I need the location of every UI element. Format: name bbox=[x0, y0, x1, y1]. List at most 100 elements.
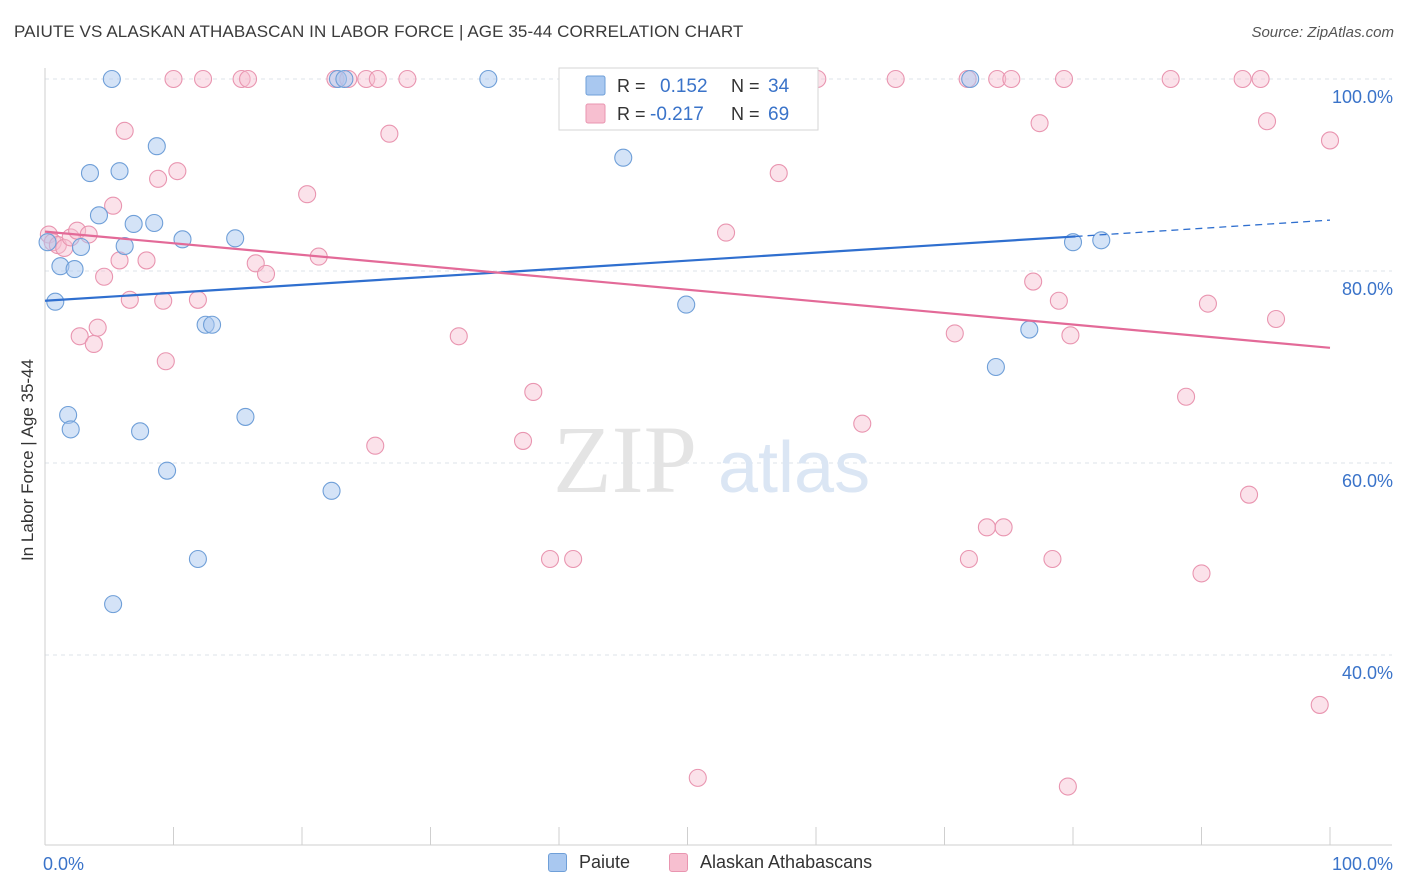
watermark-zip: ZIP bbox=[553, 406, 697, 513]
legend-item-paiute: Paiute bbox=[548, 852, 630, 873]
paiute-point bbox=[614, 148, 633, 167]
paiute-point bbox=[145, 213, 164, 233]
athabascan-point bbox=[238, 69, 258, 89]
athabascan-point bbox=[564, 549, 583, 569]
athabascan-point bbox=[1161, 69, 1180, 89]
athabascan-point bbox=[959, 549, 978, 569]
paiute-point bbox=[104, 595, 123, 614]
series-paiute-points bbox=[38, 69, 1111, 614]
athabascan-point bbox=[137, 251, 156, 270]
paiute-point bbox=[80, 164, 100, 183]
athabascan-point bbox=[1177, 387, 1196, 406]
athabascan-point bbox=[149, 169, 168, 188]
source-label: Source: ZipAtlas.com bbox=[1251, 24, 1394, 41]
legend-swatch-paiute-bottom bbox=[548, 853, 567, 872]
athabascan-point bbox=[1058, 777, 1077, 796]
chart-title: PAIUTE VS ALASKAN ATHABASCAN IN LABOR FO… bbox=[14, 22, 744, 41]
athabascan-point bbox=[1043, 549, 1062, 569]
paiute-point bbox=[102, 69, 121, 89]
watermark: ZIP atlas bbox=[553, 406, 870, 513]
athabascan-point bbox=[1024, 272, 1043, 291]
athabascan-point bbox=[524, 382, 543, 402]
paiute-trend-line bbox=[44, 235, 1076, 302]
paiute-point bbox=[71, 237, 91, 257]
athabascan-point bbox=[886, 69, 905, 89]
paiute-point bbox=[226, 229, 245, 248]
athabascan-point bbox=[1198, 294, 1217, 313]
athabascan-point bbox=[380, 124, 399, 143]
athabascan-point bbox=[1310, 695, 1329, 714]
paiute-point bbox=[335, 69, 354, 89]
legend-n-label-athabascan: N = bbox=[731, 104, 760, 124]
paiute-point bbox=[115, 236, 134, 256]
athabascan-point bbox=[513, 431, 533, 450]
paiute-point bbox=[677, 295, 696, 314]
athabascan-point bbox=[120, 290, 139, 309]
legend-label-athabascan: Alaskan Athabascans bbox=[700, 852, 873, 872]
y-tick-label: 40.0% bbox=[1342, 663, 1393, 683]
athabascan-point bbox=[154, 291, 173, 310]
athabascan-point bbox=[115, 121, 134, 140]
legend-r-label-paiute: R = bbox=[617, 76, 646, 96]
athabascan-point bbox=[769, 164, 788, 183]
athabascan-point bbox=[1251, 69, 1270, 89]
athabascan-point bbox=[688, 768, 707, 787]
legend-swatch-paiute bbox=[585, 75, 606, 96]
legend-item-athabascan: Alaskan Athabascans bbox=[669, 852, 872, 873]
legend-n-label-paiute: N = bbox=[731, 76, 760, 96]
athabascan-point bbox=[540, 549, 560, 569]
x-tick-label: 100.0% bbox=[1332, 854, 1393, 874]
paiute-point bbox=[110, 162, 129, 181]
paiute-point bbox=[236, 407, 255, 426]
athabascan-point bbox=[1192, 564, 1211, 583]
athabascan-point bbox=[977, 518, 996, 537]
series-athabascan-points bbox=[39, 69, 1340, 796]
athabascan-point bbox=[232, 69, 251, 89]
athabascan-point bbox=[1054, 69, 1074, 89]
gridlines bbox=[45, 78, 1392, 656]
x-tick-label: 0.0% bbox=[43, 854, 84, 874]
athabascan-point bbox=[256, 264, 276, 283]
tick-labels: 100.0% 80.0% 60.0% 40.0% 0.0% 100.0% bbox=[43, 87, 1393, 874]
legend-r-value-athabascan: -0.217 bbox=[650, 104, 704, 125]
paiute-point bbox=[986, 357, 1005, 377]
athabascan-point bbox=[853, 414, 872, 433]
athabascan-point bbox=[1257, 112, 1277, 131]
athabascan-point bbox=[1030, 114, 1049, 133]
athabascan-point bbox=[1266, 309, 1286, 329]
athabascan-point bbox=[1049, 291, 1068, 310]
paiute-point bbox=[1020, 320, 1039, 339]
paiute-trend-extension bbox=[1075, 219, 1331, 238]
paiute-point bbox=[322, 481, 341, 500]
paiute-point bbox=[961, 69, 980, 89]
athabascan-point bbox=[398, 69, 417, 89]
legend-label-paiute: Paiute bbox=[579, 852, 631, 872]
legend-swatch-athabascan-bottom bbox=[669, 853, 688, 872]
athabascan-point bbox=[368, 69, 387, 89]
paiute-point bbox=[131, 422, 150, 441]
legend-r-value-paiute: 0.152 bbox=[660, 76, 708, 97]
legend-swatch-athabascan bbox=[585, 103, 606, 124]
axes bbox=[44, 68, 1392, 846]
athabascan-point bbox=[84, 334, 103, 354]
y-tick-label: 80.0% bbox=[1342, 279, 1393, 299]
athabascan-point bbox=[88, 318, 107, 337]
athabascan-point bbox=[168, 162, 187, 181]
paiute-point bbox=[1092, 231, 1111, 250]
paiute-point bbox=[479, 69, 498, 89]
athabascan-trend-line bbox=[44, 230, 1331, 349]
legend-r-label-athabascan: R = bbox=[617, 104, 646, 124]
paiute-point bbox=[124, 214, 143, 234]
athabascan-point bbox=[1002, 69, 1021, 89]
paiute-point bbox=[158, 461, 177, 480]
athabascan-point bbox=[716, 223, 736, 242]
athabascan-point bbox=[104, 196, 123, 215]
paiute-point bbox=[65, 260, 84, 279]
athabascan-point bbox=[298, 185, 317, 204]
athabascan-point bbox=[188, 290, 207, 309]
stats-legend: R = 0.152 N = 34 R = -0.217 N = 69 bbox=[558, 67, 819, 131]
athabascan-point bbox=[449, 327, 468, 346]
athabascan-point bbox=[194, 69, 213, 89]
athabascan-point bbox=[70, 327, 89, 346]
